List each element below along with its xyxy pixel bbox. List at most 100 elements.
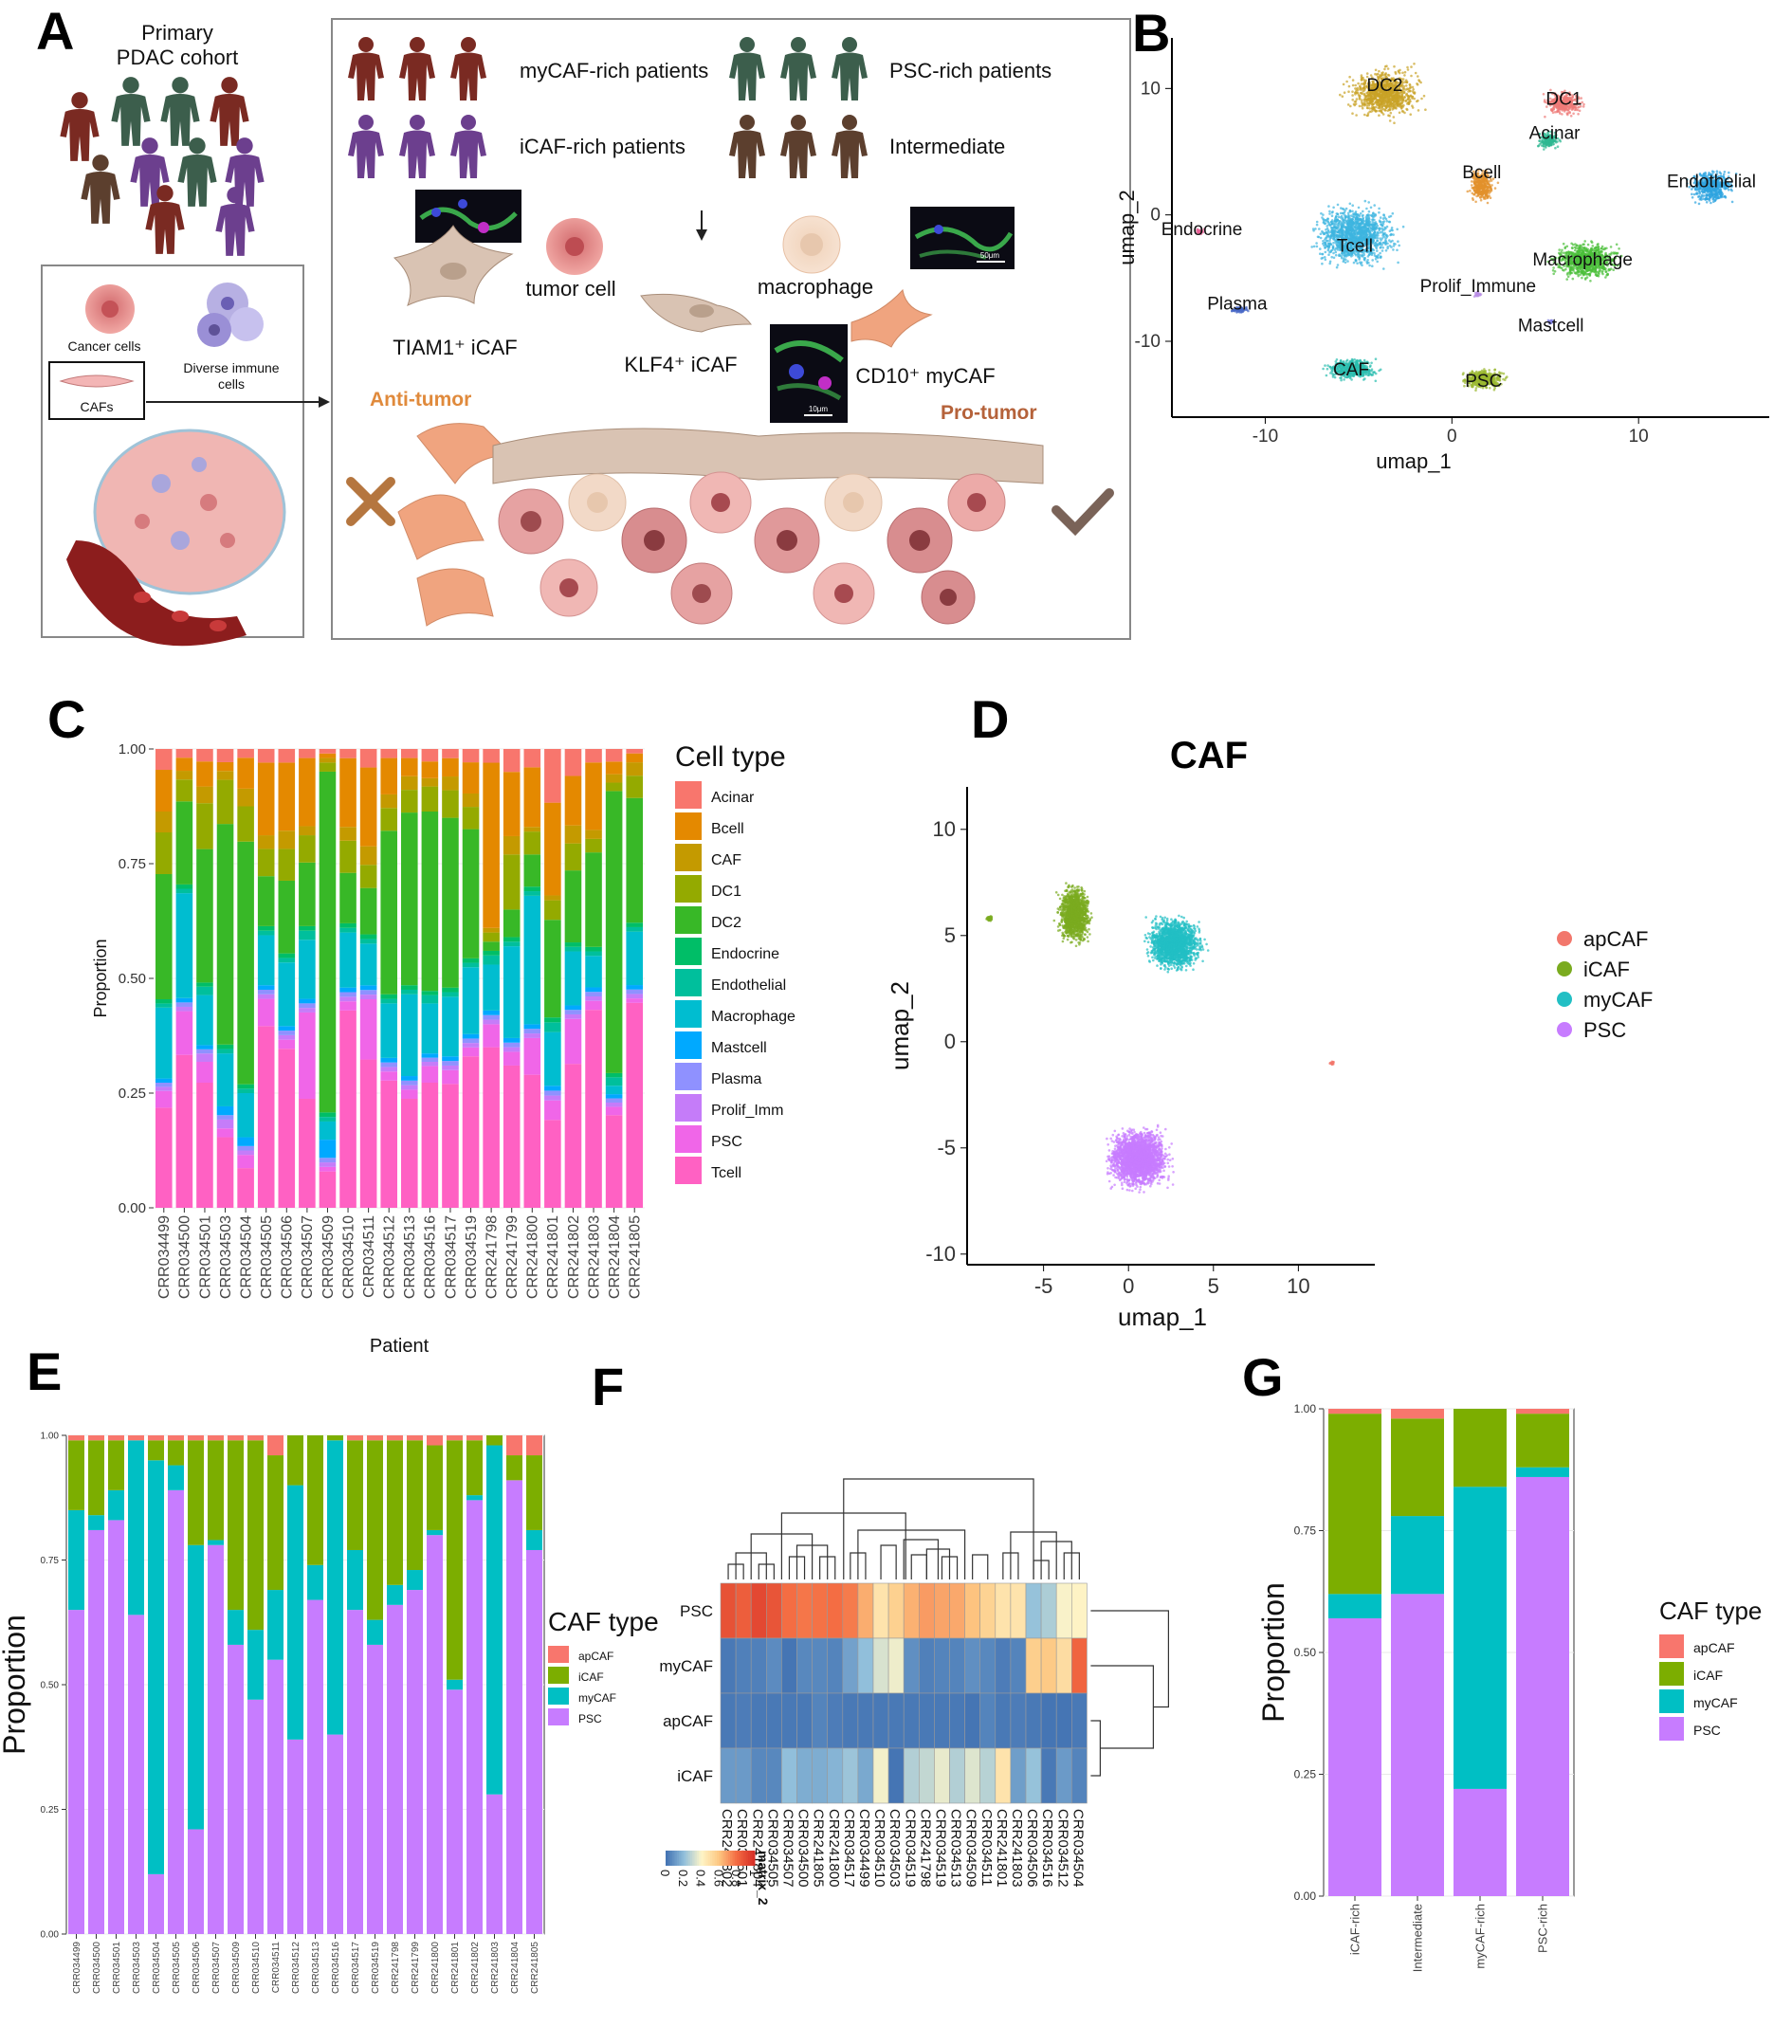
umap-point — [1322, 240, 1325, 243]
umap-point — [1374, 72, 1377, 76]
umap-point — [1412, 88, 1415, 91]
umap-point — [1355, 98, 1359, 100]
umap-point — [1392, 88, 1395, 91]
umap-point — [1368, 92, 1371, 96]
umap-point — [1378, 105, 1381, 109]
umap-point — [1342, 82, 1345, 86]
umap-point — [1390, 228, 1393, 231]
umap-point — [1471, 184, 1473, 187]
umap-point — [1604, 276, 1607, 279]
umap-point — [1386, 234, 1389, 238]
umap-point — [1327, 244, 1331, 246]
umap-point — [1396, 92, 1399, 95]
umap-point — [1372, 232, 1375, 236]
anti-tumor-label: Anti-tumor — [370, 389, 471, 411]
umap-point — [1339, 93, 1342, 97]
umap-point — [1374, 357, 1378, 361]
y-tick-label: 0 — [1150, 206, 1161, 226]
umap-point — [1479, 182, 1483, 186]
umap-point — [1348, 221, 1351, 224]
umap-point — [1321, 262, 1324, 265]
umap-point — [1382, 213, 1385, 216]
umap-point — [1344, 232, 1348, 235]
umap-point — [1571, 277, 1575, 281]
umap-point — [1572, 112, 1575, 116]
umap-point — [1333, 226, 1336, 229]
umap-point — [1397, 102, 1400, 106]
umap-point — [1368, 224, 1372, 227]
umap-point — [1334, 219, 1337, 223]
umap-point — [1387, 105, 1391, 108]
umap-point — [1400, 90, 1403, 93]
umap-point — [1315, 242, 1318, 245]
umap-point — [1360, 99, 1363, 101]
umap-point — [1571, 243, 1575, 246]
umap-point — [1355, 114, 1358, 117]
umap-point — [1383, 108, 1387, 112]
cafs-label: CAFs — [81, 399, 114, 414]
umap-point — [1378, 102, 1381, 105]
umap-point — [1395, 81, 1398, 84]
umap-point — [1356, 262, 1359, 265]
umap-point — [1556, 94, 1559, 97]
umap-point — [1403, 74, 1406, 77]
umap-point — [1585, 273, 1588, 276]
umap-point — [1705, 201, 1709, 204]
umap-point — [1471, 192, 1474, 195]
umap-point — [1393, 64, 1396, 68]
umap-point — [1377, 88, 1381, 91]
umap-point — [1397, 98, 1399, 100]
umap-point — [1363, 256, 1366, 260]
umap-point — [1371, 76, 1374, 79]
umap-point — [1372, 226, 1376, 228]
umap-point — [1596, 243, 1600, 246]
umap-point — [1376, 249, 1379, 252]
umap-point — [1371, 97, 1375, 100]
umap-point — [1380, 110, 1383, 114]
umap-point — [1559, 112, 1562, 115]
umap-point — [1398, 78, 1401, 82]
umap-point — [1319, 252, 1322, 255]
umap-point — [1371, 102, 1374, 106]
umap-point — [1469, 190, 1472, 192]
umap-point — [1351, 210, 1354, 213]
umap-point — [1354, 228, 1358, 232]
umap-point — [1365, 262, 1369, 265]
umap-point — [1376, 82, 1379, 84]
umap-point — [1381, 249, 1384, 252]
umap-point — [1405, 81, 1409, 83]
umap-point — [1365, 104, 1368, 107]
umap-point — [1400, 96, 1403, 99]
umap-point — [1409, 85, 1413, 89]
cd10-mycaf-label: CD10⁺ myCAF — [855, 364, 995, 388]
panel-letter-a: A — [36, 1, 75, 61]
cluster-label: Tcell — [1337, 236, 1373, 256]
umap-point — [1413, 97, 1416, 100]
umap-point — [1367, 89, 1371, 93]
umap-point — [1369, 74, 1373, 77]
umap-point — [1403, 91, 1406, 95]
umap-point — [1394, 97, 1397, 100]
umap-point — [1474, 192, 1477, 194]
cluster-label: Endothelial — [1667, 172, 1756, 192]
umap-point — [1326, 217, 1329, 221]
umap-point — [1403, 70, 1407, 74]
check-icon — [1051, 488, 1114, 537]
umap-point — [1700, 193, 1704, 196]
umap-point — [1537, 144, 1540, 148]
cross-icon — [346, 477, 395, 526]
umap-point — [1337, 215, 1341, 218]
umap-point — [1403, 96, 1406, 100]
umap-point — [1371, 218, 1374, 222]
umap-point — [1709, 196, 1711, 200]
umap-point — [1377, 256, 1380, 260]
umap-point — [1373, 204, 1376, 207]
umap-point — [1341, 95, 1344, 98]
umap-point — [1388, 220, 1392, 224]
umap-point — [1480, 192, 1483, 194]
umap-point — [1385, 99, 1389, 101]
umap-point — [1332, 237, 1336, 240]
umap-point — [1411, 85, 1415, 89]
umap-point — [1379, 230, 1382, 234]
umap-point — [1346, 103, 1350, 106]
